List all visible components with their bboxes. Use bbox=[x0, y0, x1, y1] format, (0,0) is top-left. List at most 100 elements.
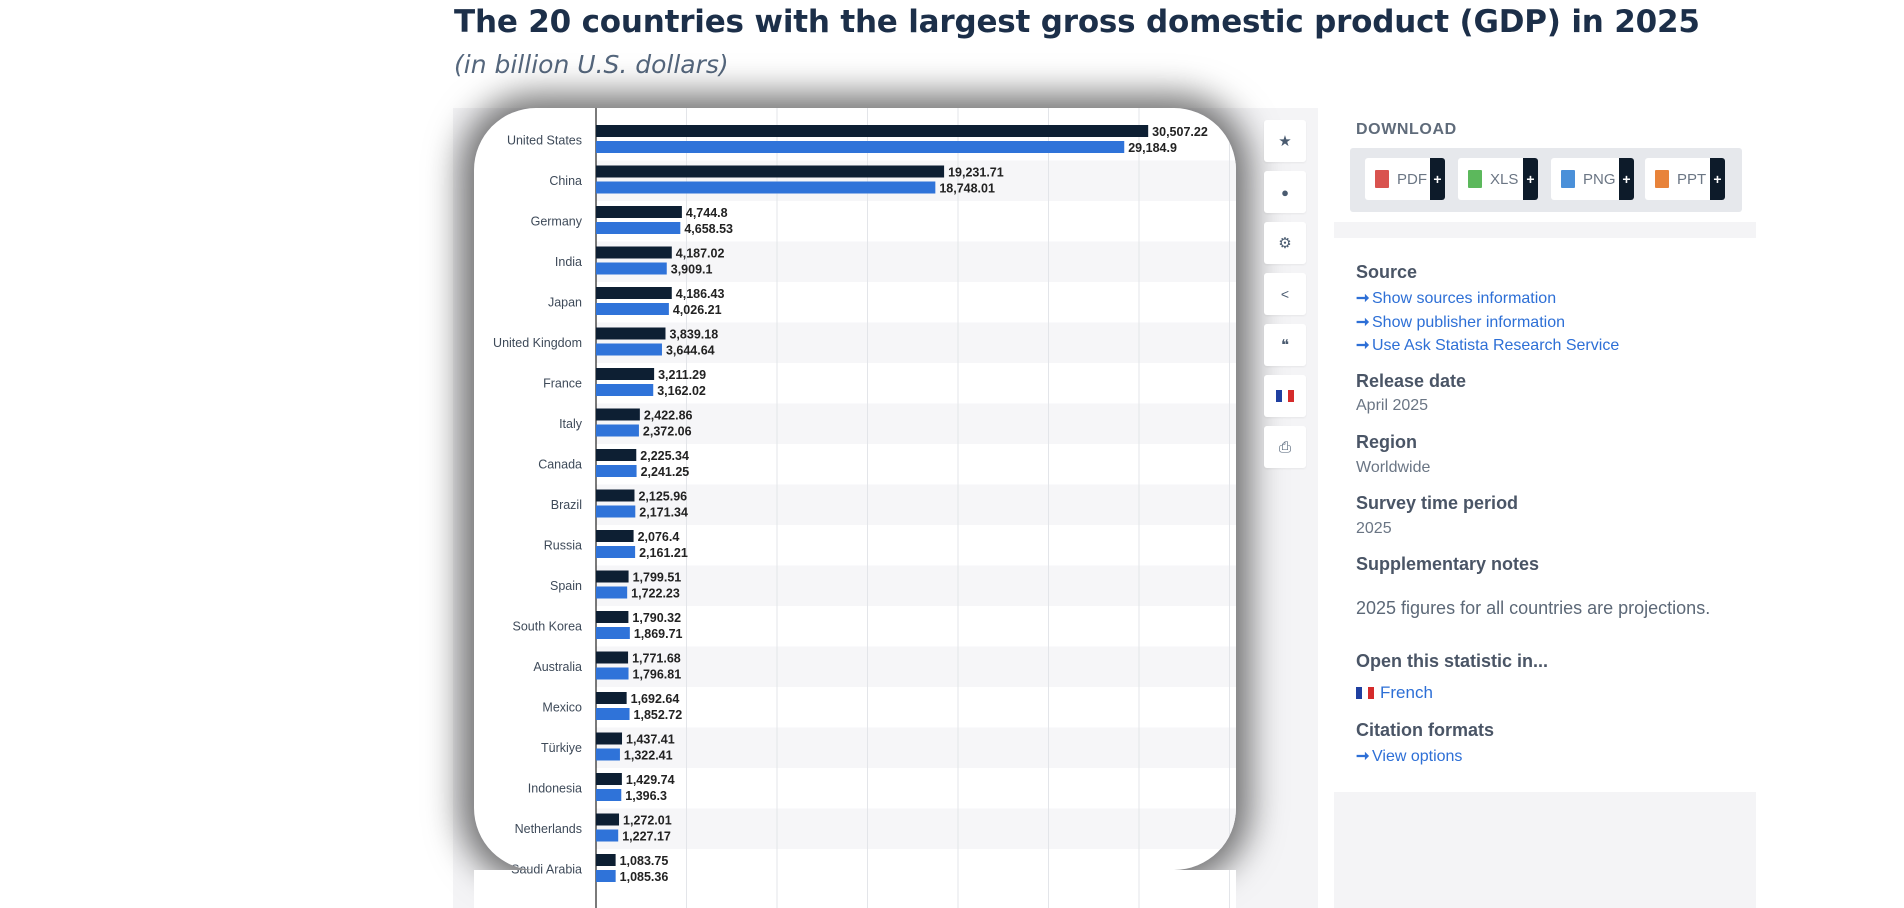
category-label: India bbox=[555, 255, 582, 269]
bar bbox=[596, 465, 637, 477]
bar bbox=[596, 546, 636, 558]
bar-chart: United States 30,507.22 29,184.9 China 19,23… bbox=[493, 108, 1236, 870]
show-sources-link[interactable]: ➞ Show sources information bbox=[1356, 290, 1557, 307]
page-subtitle: (in billion U.S. dollars) bbox=[454, 50, 729, 79]
survey-period-heading: Survey time period bbox=[1356, 493, 1519, 513]
arrow-right-icon: ➞ bbox=[1356, 290, 1370, 307]
data-label: 19,231.71 bbox=[948, 166, 1004, 180]
citation-formats-heading: Citation formats bbox=[1356, 720, 1495, 740]
category-label: Spain bbox=[550, 579, 582, 593]
data-label: 1,227.17 bbox=[622, 830, 671, 844]
release-date-heading: Release date bbox=[1356, 371, 1467, 391]
bar bbox=[596, 627, 630, 639]
bar bbox=[596, 181, 936, 194]
download-pdf-button[interactable]: PDF + bbox=[1365, 158, 1445, 200]
download-png-button[interactable]: PNG + bbox=[1551, 158, 1634, 200]
data-label: 3,162.02 bbox=[657, 384, 706, 398]
data-label: 3,839.18 bbox=[669, 328, 718, 342]
download-pdf-label: PDF bbox=[1397, 170, 1427, 188]
data-label: 1,429.74 bbox=[626, 773, 675, 787]
supplementary-notes-text: 2025 figures for all countries are proje… bbox=[1356, 598, 1711, 618]
pdf-file-icon bbox=[1375, 170, 1389, 188]
page-title: The 20 countries with the largest gross … bbox=[454, 4, 1700, 40]
row-band bbox=[596, 565, 1236, 606]
category-label: Türkiye bbox=[541, 741, 582, 755]
french-flag-icon bbox=[1276, 390, 1294, 402]
data-label: 2,372.06 bbox=[643, 425, 692, 439]
region-value: Worldwide bbox=[1356, 459, 1431, 476]
data-label: 1,437.41 bbox=[626, 733, 675, 747]
data-label: 1,692.64 bbox=[631, 692, 680, 706]
category-label: Brazil bbox=[551, 498, 582, 512]
share-button[interactable]: < bbox=[1264, 273, 1306, 315]
download-png-plus: + bbox=[1619, 158, 1634, 200]
notification-button[interactable]: ● bbox=[1264, 171, 1306, 213]
bar bbox=[596, 813, 620, 826]
bar bbox=[596, 611, 629, 623]
language-button[interactable] bbox=[1264, 375, 1306, 417]
data-label: 1,771.68 bbox=[632, 652, 681, 666]
data-label: 4,187.02 bbox=[676, 247, 725, 261]
category-label: South Korea bbox=[513, 619, 583, 633]
bar bbox=[596, 505, 636, 518]
download-xls-button[interactable]: XLS + bbox=[1458, 158, 1538, 200]
ask-statista-link[interactable]: ➞ Use Ask Statista Research Service bbox=[1356, 337, 1620, 354]
bar bbox=[596, 408, 640, 421]
data-label: 2,225.34 bbox=[640, 449, 689, 463]
bar bbox=[596, 692, 627, 704]
category-label: Canada bbox=[538, 457, 582, 471]
print-button[interactable]: ⎙ bbox=[1264, 426, 1306, 468]
data-label: 2,422.86 bbox=[644, 409, 693, 423]
data-label: 3,909.1 bbox=[671, 263, 713, 277]
bar bbox=[596, 303, 669, 315]
category-label: Russia bbox=[544, 538, 582, 552]
data-label: 2,161.21 bbox=[639, 546, 688, 560]
data-label: 29,184.9 bbox=[1128, 141, 1177, 155]
data-label: 1,722.23 bbox=[631, 587, 680, 601]
row-band bbox=[596, 727, 1236, 768]
category-label: Australia bbox=[533, 660, 582, 674]
data-label: 30,507.22 bbox=[1152, 125, 1208, 139]
arrow-right-icon: ➞ bbox=[1356, 337, 1370, 354]
favorite-button[interactable]: ★ bbox=[1264, 120, 1306, 162]
category-label: United States bbox=[507, 133, 582, 147]
share-icon: < bbox=[1280, 286, 1290, 302]
category-label: Germany bbox=[531, 214, 583, 228]
row-band bbox=[596, 322, 1236, 363]
settings-button[interactable]: ⚙ bbox=[1264, 222, 1306, 264]
bar bbox=[596, 262, 667, 275]
bar bbox=[596, 125, 1149, 137]
download-ppt-label: PPT bbox=[1677, 170, 1707, 188]
data-label: 1,852.72 bbox=[634, 708, 683, 722]
bar bbox=[596, 424, 639, 437]
star-icon: ★ bbox=[1278, 133, 1292, 150]
gear-icon: ⚙ bbox=[1278, 235, 1292, 252]
data-label: 1,083.75 bbox=[620, 854, 669, 868]
row-band bbox=[596, 646, 1236, 687]
bar bbox=[596, 287, 672, 299]
print-icon: ⎙ bbox=[1278, 438, 1291, 456]
data-label: 4,658.53 bbox=[684, 222, 733, 236]
open-in-french-link[interactable]: French bbox=[1356, 683, 1433, 703]
data-label: 1,869.71 bbox=[634, 627, 683, 641]
data-label: 2,171.34 bbox=[639, 506, 688, 520]
category-label: Mexico bbox=[542, 700, 582, 714]
download-pdf-plus: + bbox=[1430, 158, 1445, 200]
bar bbox=[596, 141, 1125, 153]
bar bbox=[596, 586, 628, 599]
bar bbox=[596, 870, 616, 882]
cite-button[interactable]: ❝ bbox=[1264, 324, 1306, 366]
row-band bbox=[596, 484, 1236, 525]
view-options-link[interactable]: ➞ View options bbox=[1356, 748, 1463, 765]
data-label: 4,026.21 bbox=[673, 303, 722, 317]
bar bbox=[596, 368, 655, 380]
download-ppt-button[interactable]: PPT + bbox=[1645, 158, 1725, 200]
png-file-icon bbox=[1561, 170, 1575, 188]
bar bbox=[596, 384, 654, 396]
bar bbox=[596, 667, 629, 680]
row-band bbox=[596, 241, 1236, 282]
bar bbox=[596, 222, 681, 234]
show-publisher-link[interactable]: ➞ Show publisher information bbox=[1356, 314, 1565, 331]
